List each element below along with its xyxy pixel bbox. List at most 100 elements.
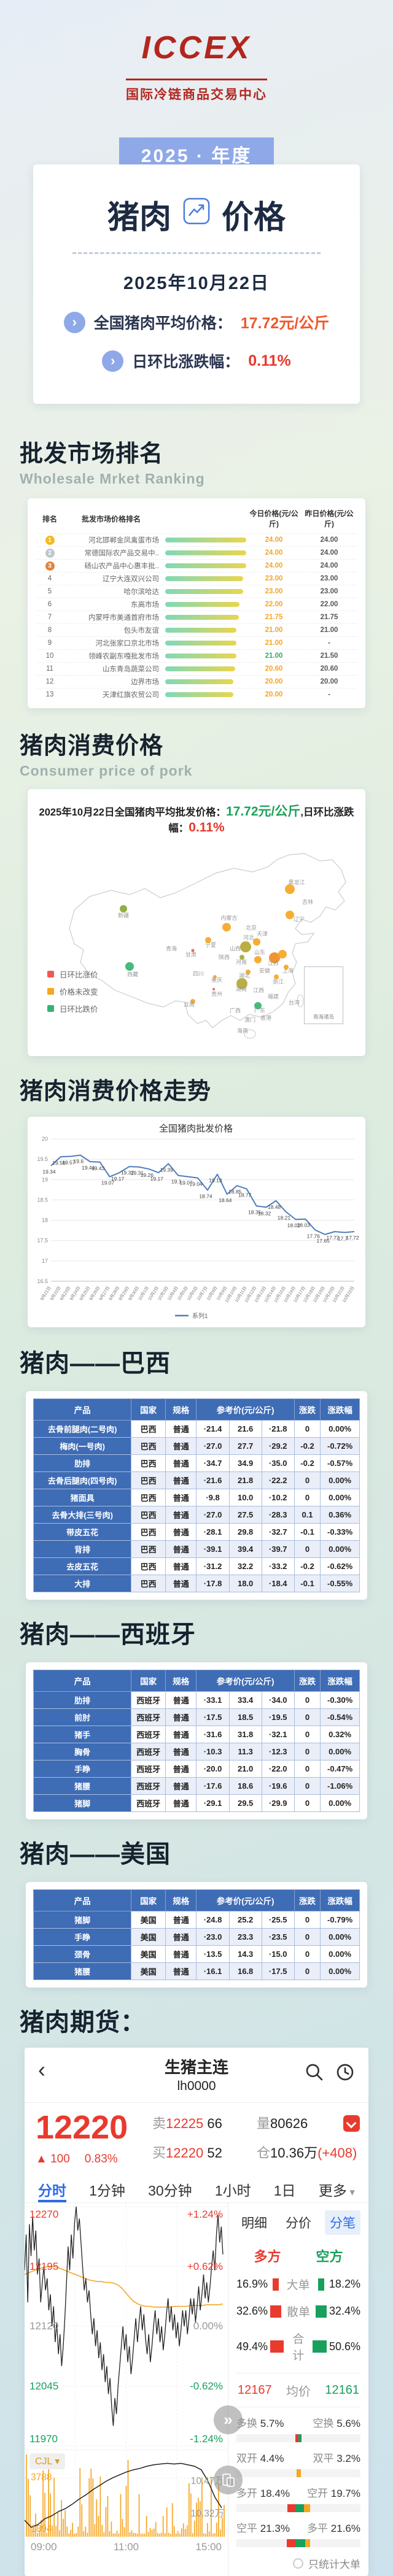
panel-tab-分笔[interactable]: 分笔 — [325, 2210, 360, 2235]
table-row: 肋排 巴西 普通 ·34.7 34.9·35.0 -0.2 -0.57% — [33, 1454, 360, 1472]
price-high: ·25.5 — [261, 1911, 295, 1929]
time-label: 09:00 — [31, 2541, 57, 2553]
change-cell: 0 — [294, 1777, 321, 1795]
product-cell: 肋排 — [33, 1454, 132, 1472]
svg-text:山东: 山东 — [254, 949, 265, 955]
brand-header: ICCEX 国际冷链商品交易中心 — [0, 0, 393, 103]
price-low: ·21.4 — [196, 1420, 230, 1438]
radio-icon[interactable] — [293, 2558, 303, 2569]
ranking-row: 12 边界市场 20.00 20.00 — [36, 675, 357, 688]
svg-text:16.5: 16.5 — [37, 1278, 48, 1284]
market-name: 哈尔滨哈达 — [123, 588, 160, 596]
today-price: 20.60 — [265, 665, 283, 673]
bid-label: 买 — [152, 2145, 166, 2161]
price-mid: 29.8 — [228, 1523, 262, 1541]
spec-cell: 普通 — [165, 1437, 197, 1455]
today-price: 21.00 — [265, 627, 283, 634]
table-row: 胸骨 西班牙 普通 ·10.3 11.3·12.3 0 0.00% — [33, 1743, 360, 1760]
spec-cell: 普通 — [165, 1743, 197, 1760]
hero-stat-value: 17.72元/公斤 — [240, 315, 330, 332]
section-title: 批发市场排名 — [20, 441, 164, 467]
indicator-selector[interactable]: CJL ▾ — [29, 2453, 66, 2469]
table-row: 猪手 西班牙 普通 ·31.6 31.8·32.1 0 0.32% — [33, 1726, 360, 1743]
market-name: 天津红旗农贸公司 — [103, 692, 159, 699]
radio-label: 只统计大单 — [308, 2559, 360, 2570]
legend-swatch-icon — [47, 1005, 54, 1012]
period-tab-更多[interactable]: 更多 ▾ — [318, 2183, 355, 2199]
country-cell: 美国 — [131, 1962, 166, 1980]
period-tab-1小时[interactable]: 1小时 — [214, 2183, 251, 2199]
svg-text:19.56: 19.56 — [52, 1160, 66, 1166]
country-cell: 巴西 — [131, 1471, 166, 1489]
svg-text:重庆: 重庆 — [211, 976, 222, 983]
price-low: ·10.3 — [196, 1743, 230, 1760]
price-high: ·28.3 — [261, 1506, 295, 1524]
big-order-filter[interactable]: 只统计大单 — [236, 2556, 360, 2571]
svg-text:17.5: 17.5 — [37, 1238, 48, 1244]
market-name: 内蒙呼市美通首府市场 — [88, 614, 159, 622]
change-pct-cell: 0.00% — [320, 1743, 360, 1760]
period-tab-30分钟[interactable]: 30分钟 — [148, 2183, 192, 2199]
panel-tab-明细[interactable]: 明细 — [241, 2216, 267, 2231]
section-usa-title: 猪肉——美国 — [20, 1841, 171, 1868]
change-pct-cell: -1.06% — [320, 1777, 360, 1795]
change-cell: 0.1 — [294, 1506, 321, 1524]
volume-chart: CJL ▾ 3788 1894 10.47万 10.32万 — [25, 2450, 228, 2537]
change-pct-cell: -0.47% — [320, 1760, 360, 1778]
price-high: ·12.3 — [261, 1743, 295, 1760]
avg-label: 均价 — [286, 2385, 311, 2399]
short-header: 空方 — [316, 2249, 343, 2264]
country-cell: 巴西 — [131, 1454, 166, 1472]
price-mid: 32.2 — [228, 1557, 262, 1575]
change-cell: 0 — [294, 1794, 321, 1812]
svg-text:17.72: 17.72 — [346, 1235, 359, 1241]
svg-text:湖南: 湖南 — [236, 985, 247, 992]
price-axis-label: 12195 — [29, 2260, 59, 2272]
spec-cell: 普通 — [165, 1911, 197, 1929]
table-header: 涨跌幅 — [320, 1670, 360, 1692]
country-cell: 巴西 — [131, 1506, 166, 1524]
price-low: ·31.6 — [196, 1726, 230, 1743]
short-bar — [316, 2305, 327, 2318]
period-tab-1分钟[interactable]: 1分钟 — [89, 2183, 125, 2199]
period-tab-分时[interactable]: 分时 — [38, 2179, 66, 2202]
contract-code: lh0000 — [177, 2079, 216, 2093]
note-pct: 0.11% — [189, 820, 225, 835]
price-low: ·27.0 — [196, 1437, 230, 1455]
map-card: 2025年10月22日全国猪肉平均批发价格：17.72元/公斤,日环比涨跌幅：0… — [28, 789, 365, 1056]
period-tab-1日[interactable]: 1日 — [273, 2183, 296, 2199]
collapse-chevron-badge[interactable] — [343, 2115, 360, 2132]
col-rank: 排名 — [42, 514, 57, 523]
search-icon[interactable] — [305, 2062, 324, 2085]
pip-screen-button[interactable] — [214, 2466, 243, 2494]
time-axis: 09:00 11:00 15:00 — [25, 2537, 228, 2559]
yesterday-price: 21.00 — [320, 627, 338, 634]
change-pct-cell: 0.00% — [320, 1928, 360, 1946]
country-cell: 巴西 — [131, 1540, 166, 1558]
clock-icon[interactable] — [335, 2062, 355, 2085]
legend-item: 日环比跌价 — [47, 1003, 98, 1014]
oi-value: 10.36万 — [270, 2145, 318, 2161]
svg-text:17.76: 17.76 — [307, 1233, 321, 1239]
back-icon[interactable]: ‹ — [38, 2057, 45, 2082]
price-mid: 18.0 — [228, 1575, 262, 1592]
yesterday-price: 24.00 — [320, 536, 338, 544]
change-pct-cell: 0.00% — [320, 1420, 360, 1438]
table-header: 参考价(元/公斤) — [196, 1889, 295, 1911]
svg-text:四川: 四川 — [193, 971, 204, 977]
svg-text:18: 18 — [42, 1217, 48, 1224]
note-price: 17.72元/公斤 — [225, 804, 301, 819]
price-high: ·19.6 — [261, 1777, 295, 1795]
svg-text:福建: 福建 — [268, 993, 279, 1000]
expand-chevrons-button[interactable]: » — [214, 2405, 243, 2434]
panel-tab-分价[interactable]: 分价 — [286, 2216, 311, 2231]
price-bar — [165, 576, 243, 581]
svg-text:19.07: 19.07 — [179, 1180, 193, 1186]
section-consumer-header: 猪肉消费价格 Consumer price of pork — [20, 727, 393, 779]
south-china-sea-inset: 南海诸岛 — [304, 966, 343, 1024]
price-bar — [165, 550, 246, 555]
avg-price-row: 12167 均价 12161 — [236, 2373, 360, 2407]
price-mid: 29.5 — [228, 1794, 262, 1812]
svg-text:17.7: 17.7 — [338, 1235, 348, 1241]
svg-text:19.34: 19.34 — [42, 1169, 56, 1175]
